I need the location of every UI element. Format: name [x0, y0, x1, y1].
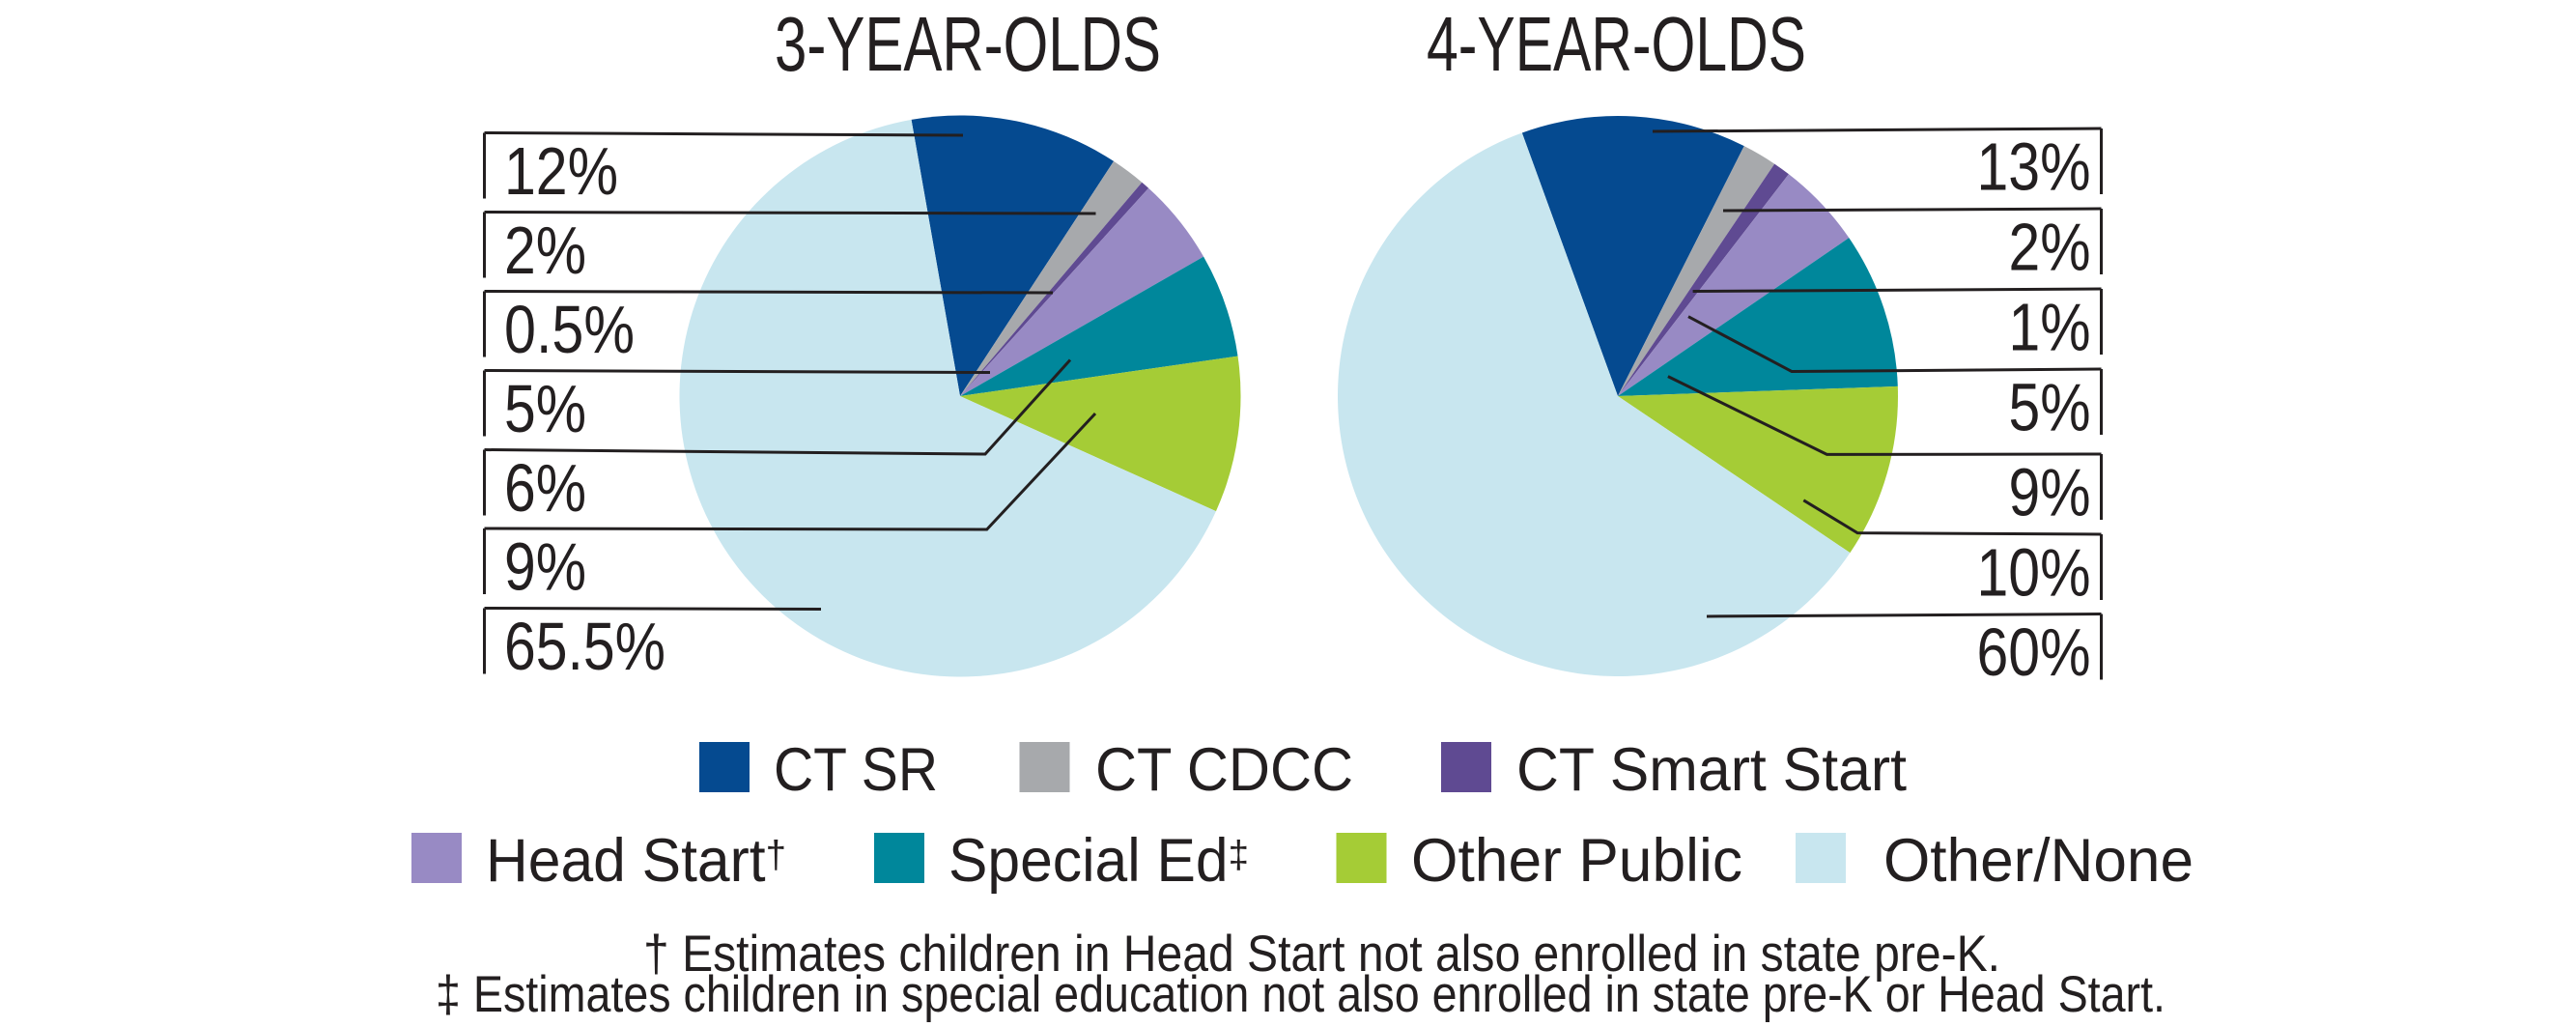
svg-text:65.5%: 65.5% — [504, 609, 665, 684]
svg-text:9%: 9% — [504, 529, 586, 605]
svg-text:CT SR: CT SR — [774, 736, 938, 804]
svg-text:2%: 2% — [504, 213, 586, 288]
svg-text:† Estimates children in Head S: † Estimates children in Head Start not a… — [643, 926, 2000, 983]
svg-text:0.5%: 0.5% — [504, 292, 635, 367]
svg-text:4-YEAR-OLDS: 4-YEAR-OLDS — [1427, 1, 1806, 87]
svg-text:CT Smart Start: CT Smart Start — [1516, 736, 1907, 804]
svg-text:1%: 1% — [2009, 290, 2091, 365]
svg-text:Other Public: Other Public — [1411, 827, 1742, 895]
svg-text:10%: 10% — [1977, 535, 2091, 611]
svg-text:Special Ed‡: Special Ed‡ — [948, 827, 1249, 895]
svg-text:12%: 12% — [504, 133, 618, 209]
svg-text:‡ Estimates children in specia: ‡ Estimates children in special educatio… — [436, 966, 2166, 1023]
svg-text:CT CDCC: CT CDCC — [1095, 736, 1353, 804]
svg-text:2%: 2% — [2009, 210, 2091, 285]
svg-text:5%: 5% — [2009, 370, 2091, 445]
svg-text:Other/None: Other/None — [1883, 827, 2194, 895]
svg-text:Head Start†: Head Start† — [486, 827, 786, 895]
svg-text:13%: 13% — [1977, 129, 2091, 205]
svg-text:6%: 6% — [504, 450, 586, 526]
svg-text:9%: 9% — [2009, 455, 2091, 530]
svg-text:5%: 5% — [504, 371, 586, 446]
svg-text:60%: 60% — [1977, 614, 2091, 690]
svg-text:3-YEAR-OLDS: 3-YEAR-OLDS — [775, 1, 1161, 87]
